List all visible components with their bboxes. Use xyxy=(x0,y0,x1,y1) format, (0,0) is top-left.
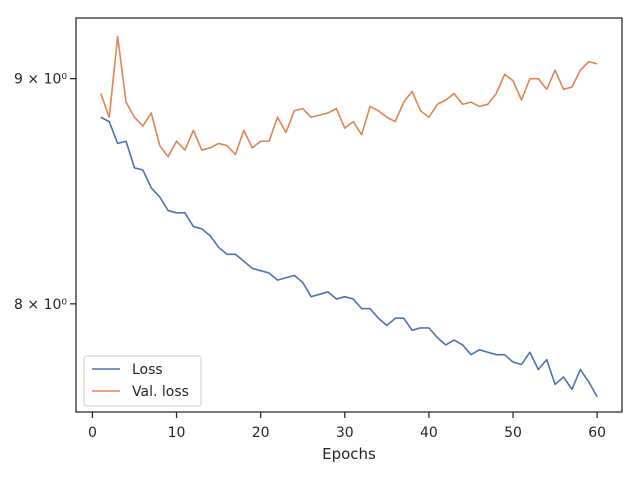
legend: Loss Val. loss xyxy=(83,355,202,407)
x-axis-ticks: 0 10 20 30 40 50 60 xyxy=(88,412,606,441)
series-line-loss xyxy=(100,116,598,398)
x-tick-label: 10 xyxy=(168,425,186,441)
plot-frame xyxy=(75,17,623,413)
x-tick-label: 20 xyxy=(252,425,270,441)
series-line-val-loss xyxy=(100,35,598,158)
x-tick-label: 30 xyxy=(336,425,354,441)
y-tick-label: 9 × 10⁰ xyxy=(14,72,67,88)
x-tick-label: 40 xyxy=(420,425,438,441)
series-layer xyxy=(100,35,598,398)
x-tick-label: 60 xyxy=(588,425,606,441)
y-axis-ticks: 8 × 10⁰ 9 × 10⁰ xyxy=(14,72,76,313)
x-axis-label: Epochs xyxy=(322,445,376,463)
y-tick-label: 8 × 10⁰ xyxy=(14,297,67,313)
legend-label: Val. loss xyxy=(132,384,189,400)
x-tick-label: 0 xyxy=(88,425,97,441)
x-tick-label: 50 xyxy=(504,425,522,441)
legend-label: Loss xyxy=(132,362,163,378)
